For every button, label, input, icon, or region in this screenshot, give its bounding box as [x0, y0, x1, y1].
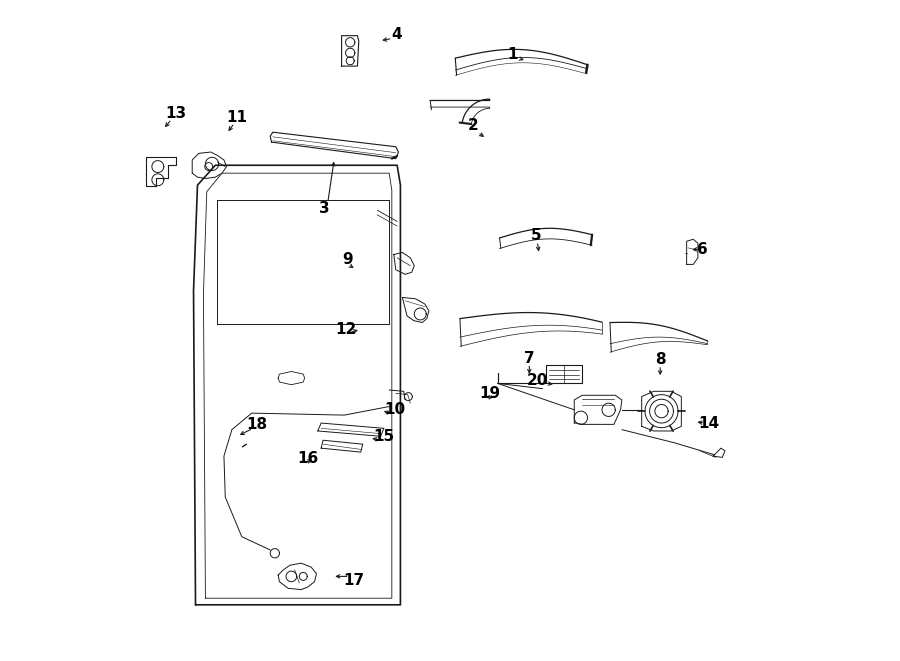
Text: 6: 6: [698, 242, 708, 256]
Text: 12: 12: [335, 322, 356, 336]
Text: 5: 5: [531, 229, 541, 243]
Text: 10: 10: [384, 403, 406, 417]
Text: 18: 18: [247, 417, 267, 432]
Text: 2: 2: [468, 118, 479, 133]
Text: 9: 9: [342, 252, 353, 266]
Text: 14: 14: [698, 416, 720, 430]
Text: 7: 7: [524, 351, 535, 366]
Text: 1: 1: [508, 47, 518, 61]
Text: 20: 20: [527, 373, 549, 387]
Text: 4: 4: [392, 27, 402, 42]
Text: 13: 13: [165, 106, 186, 121]
Text: 17: 17: [344, 573, 364, 588]
Text: 19: 19: [479, 386, 500, 401]
Text: 8: 8: [655, 352, 665, 367]
Text: 3: 3: [320, 201, 329, 215]
Text: 11: 11: [227, 110, 248, 125]
Text: 15: 15: [374, 429, 394, 444]
Text: 16: 16: [297, 451, 319, 465]
